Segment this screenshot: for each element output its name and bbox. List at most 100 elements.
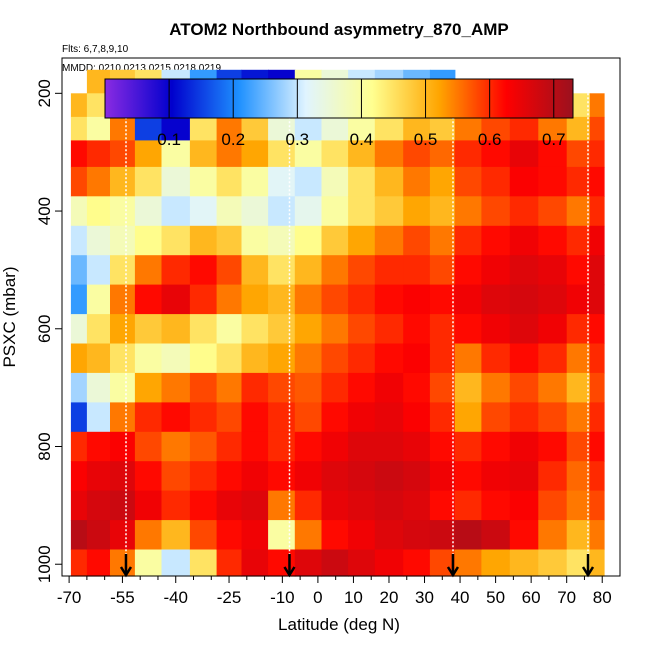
heatmap-cell	[481, 255, 511, 286]
heatmap-cell	[321, 314, 349, 345]
heatmap-cell	[321, 372, 349, 403]
heatmap-cell	[161, 196, 191, 227]
heatmap-cell	[70, 140, 88, 168]
heatmap-cell	[70, 196, 88, 227]
heatmap-cell	[70, 255, 88, 286]
heatmap-cell	[589, 196, 605, 227]
heatmap-cell	[374, 431, 404, 462]
heatmap-cell	[110, 343, 136, 374]
heatmap-cell	[454, 372, 482, 403]
heatmap-cell	[189, 255, 218, 286]
heatmap-cell	[374, 402, 404, 433]
heatmap-cell	[134, 461, 163, 492]
heatmap-cell	[321, 166, 349, 197]
heatmap-cell	[241, 284, 269, 315]
heatmap-cell	[348, 431, 376, 462]
heatmap-cell	[241, 343, 269, 374]
heatmap-cell	[348, 461, 376, 492]
heatmap-cell	[216, 314, 243, 345]
chart-title: ATOM2 Northbound asymmetry_870_AMP	[169, 20, 508, 39]
heatmap-cell	[321, 284, 349, 315]
heatmap-cell	[216, 402, 243, 433]
heatmap-cell	[374, 255, 404, 286]
y-tick-label: 400	[35, 197, 54, 225]
heatmap-cell	[481, 284, 511, 315]
heatmap-cell	[538, 166, 568, 197]
heatmap-cell	[134, 431, 163, 462]
heatmap-cell	[566, 372, 591, 403]
heatmap-cell	[110, 284, 136, 315]
heatmap-cell	[70, 166, 88, 197]
heatmap-cell	[403, 225, 431, 256]
heatmap-cell	[348, 314, 376, 345]
heatmap-cell	[403, 490, 431, 521]
heatmap-cell	[509, 255, 539, 286]
heatmap-cell	[403, 343, 431, 374]
heatmap-cell	[509, 520, 539, 551]
x-tick-label: 20	[380, 588, 399, 607]
heatmap-cell	[481, 343, 511, 374]
heatmap-cell	[134, 402, 163, 433]
heatmap-cell	[566, 520, 591, 551]
heatmap-cell	[86, 314, 111, 345]
heatmap-cell	[268, 116, 296, 141]
colorbar-tick-label: 0.6	[478, 130, 502, 149]
heatmap-cell	[189, 490, 218, 521]
heatmap-cell	[509, 549, 539, 577]
heatmap-cell	[216, 520, 243, 551]
heatmap-cells	[70, 69, 605, 577]
heatmap-cell	[429, 116, 456, 141]
heatmap-cell	[268, 402, 296, 433]
heatmap-cell	[70, 314, 88, 345]
heatmap-cell	[241, 166, 269, 197]
heatmap-cell	[321, 255, 349, 286]
heatmap-cell	[481, 549, 511, 577]
heatmap-cell	[86, 372, 111, 403]
heatmap-cell	[348, 284, 376, 315]
heatmap-cell	[216, 116, 243, 141]
heatmap-cell	[110, 140, 136, 168]
heatmap-cell	[70, 225, 88, 256]
heatmap-cell	[321, 402, 349, 433]
heatmap-cell	[538, 520, 568, 551]
heatmap-cell	[161, 116, 191, 141]
x-tick-label: -10	[270, 588, 295, 607]
heatmap-cell	[110, 166, 136, 197]
heatmap-cell	[161, 314, 191, 345]
heatmap-cell	[348, 225, 376, 256]
colorbar-tick-label: 0.7	[542, 130, 566, 149]
heatmap-cell	[110, 490, 136, 521]
heatmap-cell	[268, 314, 296, 345]
heatmap-cell	[403, 372, 431, 403]
heatmap-cell	[268, 343, 296, 374]
heatmap-cell	[241, 431, 269, 462]
heatmap-cell	[241, 225, 269, 256]
heatmap-cell	[589, 166, 605, 197]
heatmap-cell	[403, 520, 431, 551]
heatmap-cell	[374, 461, 404, 492]
heatmap-cell	[566, 461, 591, 492]
heatmap-cell	[294, 166, 323, 197]
heatmap-cell	[216, 140, 243, 168]
colorbar-tick-label: 0.1	[157, 130, 181, 149]
profile-overlay	[125, 93, 589, 565]
heatmap-cell	[70, 284, 88, 315]
heatmap-cell	[481, 520, 511, 551]
heatmap-cell	[454, 196, 482, 227]
heatmap-cell	[268, 520, 296, 551]
heatmap-cell	[161, 490, 191, 521]
heatmap-cell	[321, 461, 349, 492]
x-axis-label: Latitude (deg N)	[278, 615, 400, 634]
heatmap-cell	[538, 284, 568, 315]
heatmap-cell	[429, 255, 456, 286]
x-tick-label: -70	[57, 588, 82, 607]
heatmap-cell	[134, 116, 163, 141]
heatmap-cell	[216, 343, 243, 374]
heatmap-cell	[294, 431, 323, 462]
x-tick-label: 10	[344, 588, 363, 607]
heatmap-cell	[86, 140, 111, 168]
heatmap-cell	[161, 549, 191, 577]
heatmap-cell	[294, 225, 323, 256]
heatmap-cell	[86, 431, 111, 462]
heatmap-cell	[374, 140, 404, 168]
